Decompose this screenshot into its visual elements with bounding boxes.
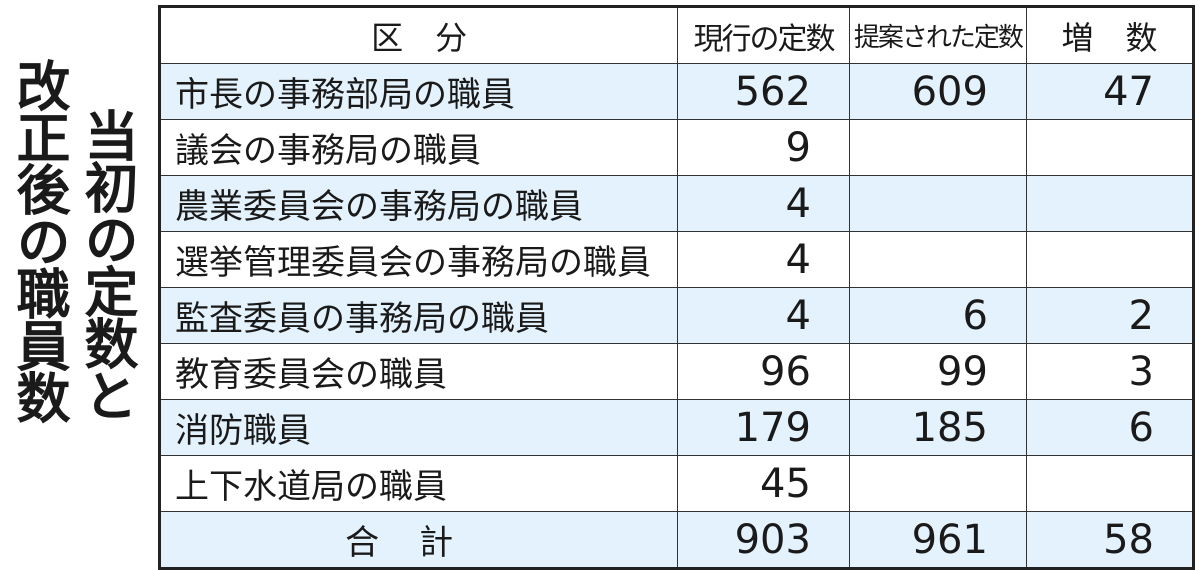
cell-increase: 3	[1025, 343, 1195, 400]
cell-label: 議会の事務局の職員	[158, 119, 679, 176]
table-row: 教育委員会の職員 96 99 3	[158, 343, 1195, 400]
cell-increase	[1025, 231, 1195, 288]
cell-proposed: 99	[848, 343, 1027, 400]
cell-current: 4	[677, 175, 850, 232]
cell-increase: 6	[1025, 399, 1195, 456]
cell-label: 消防職員	[158, 399, 679, 456]
table-row: 消防職員 179 185 6	[158, 399, 1195, 456]
cell-increase: 2	[1025, 287, 1195, 344]
cell-proposed: 6	[848, 287, 1027, 344]
title-line-1: 当初の定数と	[75, 108, 138, 420]
cell-proposed: 185	[848, 399, 1027, 456]
total-row: 合計 903 961 58	[158, 511, 1195, 569]
header-row: 区 分 現行の定数 提案された定数 増 数	[158, 6, 1195, 64]
header-proposed: 提案された定数	[848, 6, 1027, 64]
table-row: 上下水道局の職員 45	[158, 455, 1195, 512]
table-row: 監査委員の事務局の職員 4 6 2	[158, 287, 1195, 344]
cell-current: 96	[677, 343, 850, 400]
table-row: 選挙管理委員会の事務局の職員 4	[158, 231, 1195, 288]
cell-increase	[1025, 455, 1195, 512]
cell-current: 4	[677, 287, 850, 344]
cell-current: 9	[677, 119, 850, 176]
cell-label: 市長の事務部局の職員	[158, 63, 679, 120]
cell-proposed	[848, 231, 1027, 288]
cell-increase: 47	[1025, 63, 1195, 120]
cell-increase	[1025, 119, 1195, 176]
table-row: 市長の事務部局の職員 562 609 47	[158, 63, 1195, 120]
cell-increase: 58	[1025, 511, 1195, 569]
cell-label: 選挙管理委員会の事務局の職員	[158, 231, 679, 288]
cell-increase	[1025, 175, 1195, 232]
cell-proposed	[848, 119, 1027, 176]
cell-current: 4	[677, 231, 850, 288]
cell-proposed	[848, 175, 1027, 232]
header-current: 現行の定数	[677, 6, 850, 64]
title-line-2: 改正後の職員数	[7, 58, 70, 422]
cell-label: 監査委員の事務局の職員	[158, 287, 679, 344]
header-category: 区 分	[158, 6, 679, 64]
cell-proposed	[848, 455, 1027, 512]
table-row: 議会の事務局の職員 9	[158, 119, 1195, 176]
cell-label: 上下水道局の職員	[158, 455, 679, 512]
cell-current: 562	[677, 63, 850, 120]
cell-proposed: 609	[848, 63, 1027, 120]
table-row: 農業委員会の事務局の職員 4	[158, 175, 1195, 232]
staff-quota-table: 区 分 現行の定数 提案された定数 増 数 市長の事務部局の職員 562 609 47…	[158, 5, 1195, 570]
cell-label: 教育委員会の職員	[158, 343, 679, 400]
header-increase: 増 数	[1025, 6, 1195, 64]
cell-label: 農業委員会の事務局の職員	[158, 175, 679, 232]
cell-current: 179	[677, 399, 850, 456]
cell-label: 合計	[158, 511, 679, 569]
cell-current: 45	[677, 455, 850, 512]
